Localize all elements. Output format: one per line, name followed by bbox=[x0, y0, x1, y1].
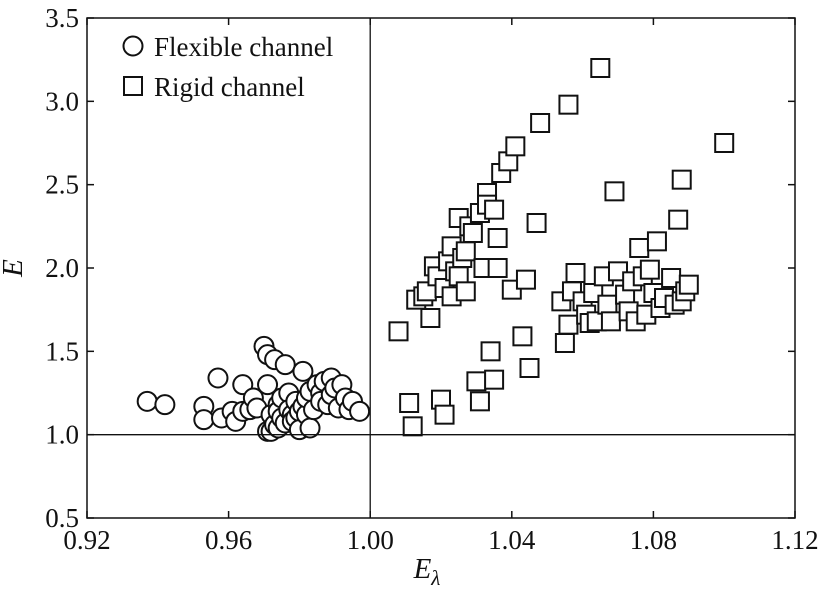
y-axis-label: E bbox=[0, 259, 29, 278]
x-tick-label: 0.96 bbox=[205, 525, 252, 555]
rigid-channel-point bbox=[487, 258, 508, 278]
legend-marker-rigid bbox=[123, 76, 143, 96]
rigid-channel-point bbox=[526, 213, 547, 233]
y-tick-label: 3.5 bbox=[45, 3, 79, 33]
legend-label-flexible: Flexible channel bbox=[154, 32, 333, 62]
x-tick-label: 0.92 bbox=[63, 525, 110, 555]
rigid-channel-point bbox=[646, 231, 667, 252]
rigid-channel-point bbox=[639, 259, 660, 280]
rigid-channel-point bbox=[597, 294, 618, 315]
x-axis-label: Eλ bbox=[413, 553, 441, 590]
rigid-channel-point bbox=[455, 241, 476, 262]
flexible-channel-point bbox=[154, 394, 176, 416]
rigid-channel-points bbox=[388, 58, 735, 437]
x-tick-label: 1.04 bbox=[488, 525, 536, 555]
y-tick-label: 0.5 bbox=[45, 503, 79, 533]
rigid-channel-point bbox=[466, 371, 487, 392]
reference-lines bbox=[87, 18, 795, 518]
rigid-channel-point bbox=[484, 369, 505, 390]
rigid-channel-point bbox=[487, 228, 508, 248]
rigid-channel-point bbox=[519, 358, 540, 378]
rigid-channel-point bbox=[420, 308, 441, 328]
flexible-channel-points bbox=[136, 335, 371, 442]
legend-label-rigid: Rigid channel bbox=[154, 72, 305, 102]
rigid-channel-point bbox=[469, 391, 490, 412]
rigid-channel-point bbox=[480, 341, 501, 362]
rigid-channel-point bbox=[554, 333, 575, 353]
axis-tick-labels: 0.92 0.96 1.00 1.04 1.08 1.12 0.5 1.0 1.5 2.0 2.5 3… bbox=[45, 3, 818, 555]
x-axis-label-main: E bbox=[413, 553, 432, 585]
rigid-channel-point bbox=[629, 238, 650, 258]
rigid-channel-point bbox=[590, 58, 611, 78]
rigid-channel-point bbox=[714, 133, 735, 153]
rigid-channel-point bbox=[558, 314, 579, 335]
rigid-channel-point bbox=[434, 404, 455, 425]
rigid-channel-point bbox=[604, 181, 625, 202]
rigid-channel-point bbox=[484, 199, 505, 220]
axis-ticks bbox=[86, 17, 796, 519]
y-tick-label: 3.0 bbox=[45, 86, 79, 116]
flexible-channel-point bbox=[349, 400, 371, 422]
rigid-channel-point bbox=[455, 281, 476, 302]
rigid-channel-point bbox=[402, 416, 423, 437]
y-tick-label: 2.5 bbox=[45, 170, 79, 200]
y-tick-label: 1.5 bbox=[45, 336, 79, 366]
rigid-channel-point bbox=[668, 209, 689, 230]
rigid-channel-point bbox=[558, 94, 579, 115]
rigid-channel-point bbox=[388, 321, 409, 342]
y-tick-label: 1.0 bbox=[45, 420, 79, 450]
rigid-channel-point bbox=[462, 223, 483, 243]
rigid-channel-point bbox=[678, 274, 699, 295]
flexible-channel-point bbox=[207, 367, 229, 389]
rigid-channel-point bbox=[512, 326, 533, 347]
rigid-channel-point bbox=[600, 311, 621, 332]
x-tick-label: 1.00 bbox=[347, 525, 394, 555]
x-axis-label-subscript: λ bbox=[430, 566, 440, 590]
rigid-channel-point bbox=[530, 113, 551, 133]
flexible-channel-point bbox=[274, 354, 296, 376]
flexible-channel-point bbox=[292, 360, 314, 382]
rigid-channel-point bbox=[671, 169, 692, 190]
legend-marker-flexible bbox=[122, 35, 144, 57]
flexible-channel-point bbox=[136, 390, 158, 412]
flexible-channel-point bbox=[193, 409, 215, 431]
flexible-channel-point bbox=[257, 374, 279, 396]
rigid-channel-point bbox=[399, 393, 420, 413]
rigid-channel-point bbox=[505, 136, 526, 157]
x-tick-label: 1.08 bbox=[630, 525, 677, 555]
legend: Flexible channel Rigid channel bbox=[122, 32, 333, 102]
rigid-channel-point bbox=[565, 263, 586, 283]
rigid-channel-point bbox=[515, 269, 536, 290]
y-tick-label: 2.0 bbox=[45, 253, 79, 283]
x-tick-label: 1.12 bbox=[771, 525, 818, 555]
